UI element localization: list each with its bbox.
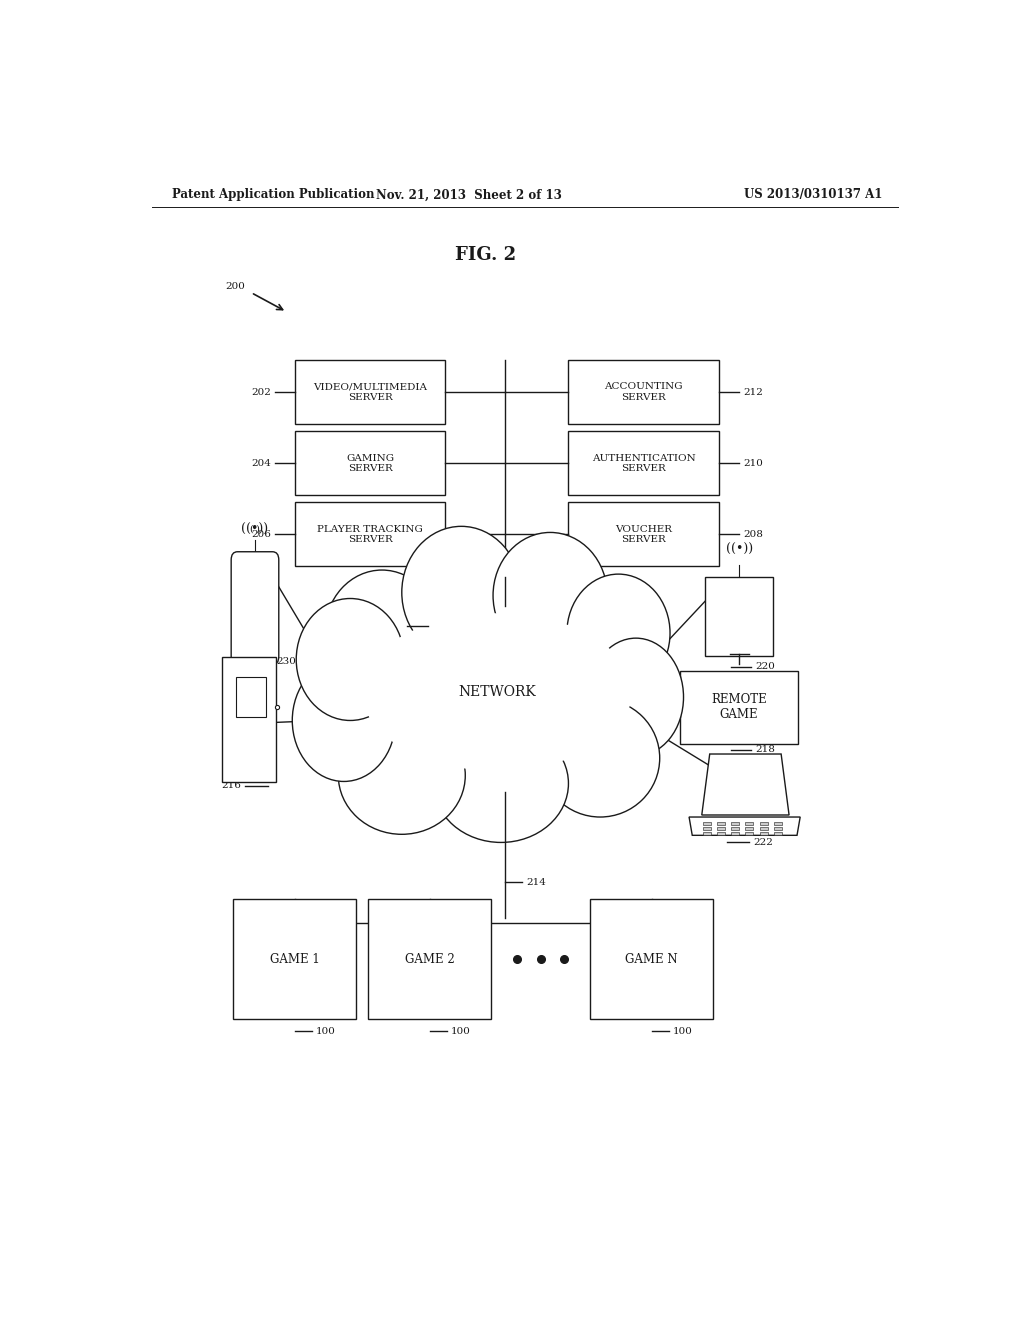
- FancyBboxPatch shape: [717, 833, 725, 836]
- Ellipse shape: [325, 570, 439, 696]
- Ellipse shape: [541, 700, 659, 817]
- Text: 224: 224: [384, 622, 403, 631]
- Text: US 2013/0310137 A1: US 2013/0310137 A1: [743, 189, 882, 202]
- Text: 216: 216: [221, 781, 241, 789]
- FancyBboxPatch shape: [702, 833, 711, 836]
- Text: 230: 230: [276, 657, 296, 667]
- Text: Patent Application Publication: Patent Application Publication: [172, 189, 374, 202]
- Text: VOUCHER
SERVER: VOUCHER SERVER: [615, 525, 673, 544]
- Ellipse shape: [348, 603, 650, 781]
- Text: REMOTE
GAME: REMOTE GAME: [712, 693, 767, 721]
- Text: ((•)): ((•)): [242, 523, 268, 536]
- FancyBboxPatch shape: [731, 828, 739, 830]
- FancyBboxPatch shape: [717, 828, 725, 830]
- Text: 218: 218: [755, 746, 775, 755]
- FancyBboxPatch shape: [702, 828, 711, 830]
- Text: (·): (·): [250, 525, 260, 533]
- Text: NETWORK: NETWORK: [458, 685, 536, 700]
- FancyBboxPatch shape: [774, 822, 782, 825]
- FancyBboxPatch shape: [295, 360, 445, 424]
- Ellipse shape: [494, 532, 607, 659]
- Polygon shape: [689, 817, 800, 836]
- FancyBboxPatch shape: [236, 677, 266, 718]
- FancyBboxPatch shape: [745, 822, 754, 825]
- Ellipse shape: [362, 614, 632, 771]
- FancyBboxPatch shape: [774, 833, 782, 836]
- Ellipse shape: [588, 638, 684, 756]
- Text: 206: 206: [251, 529, 270, 539]
- FancyBboxPatch shape: [717, 822, 725, 825]
- Text: FIG. 2: FIG. 2: [455, 246, 516, 264]
- Text: 208: 208: [743, 529, 763, 539]
- FancyBboxPatch shape: [295, 503, 445, 566]
- FancyBboxPatch shape: [745, 828, 754, 830]
- Text: ((•)): ((•)): [726, 544, 753, 556]
- Text: 100: 100: [316, 1027, 336, 1036]
- FancyBboxPatch shape: [760, 833, 768, 836]
- FancyBboxPatch shape: [222, 657, 276, 783]
- Ellipse shape: [338, 717, 465, 834]
- FancyBboxPatch shape: [702, 822, 711, 825]
- FancyBboxPatch shape: [760, 822, 768, 825]
- Text: 100: 100: [451, 1027, 471, 1036]
- Ellipse shape: [567, 574, 670, 692]
- FancyBboxPatch shape: [745, 833, 754, 836]
- FancyBboxPatch shape: [705, 577, 773, 656]
- Text: GAME 2: GAME 2: [404, 953, 455, 966]
- FancyBboxPatch shape: [231, 552, 279, 664]
- Text: GAME 1: GAME 1: [269, 953, 319, 966]
- Text: PLAYER TRACKING
SERVER: PLAYER TRACKING SERVER: [317, 525, 423, 544]
- FancyBboxPatch shape: [233, 899, 356, 1019]
- FancyBboxPatch shape: [568, 432, 719, 495]
- Text: ACCOUNTING
SERVER: ACCOUNTING SERVER: [604, 383, 683, 401]
- Text: VIDEO/MULTIMEDIA
SERVER: VIDEO/MULTIMEDIA SERVER: [313, 383, 427, 401]
- FancyBboxPatch shape: [731, 822, 739, 825]
- FancyBboxPatch shape: [568, 503, 719, 566]
- Ellipse shape: [433, 725, 568, 842]
- FancyBboxPatch shape: [760, 828, 768, 830]
- FancyBboxPatch shape: [680, 671, 798, 744]
- Text: 200: 200: [225, 282, 246, 290]
- Ellipse shape: [296, 598, 404, 721]
- FancyBboxPatch shape: [368, 899, 492, 1019]
- Text: AUTHENTICATION
SERVER: AUTHENTICATION SERVER: [592, 454, 695, 473]
- Text: 204: 204: [251, 459, 270, 467]
- FancyBboxPatch shape: [590, 899, 714, 1019]
- Text: 222: 222: [754, 838, 773, 847]
- Polygon shape: [701, 754, 790, 814]
- Text: GAMING
SERVER: GAMING SERVER: [346, 454, 394, 473]
- Text: 214: 214: [526, 552, 546, 561]
- FancyBboxPatch shape: [774, 828, 782, 830]
- FancyBboxPatch shape: [568, 360, 719, 424]
- Text: 100: 100: [673, 1027, 693, 1036]
- Text: 220: 220: [755, 663, 775, 671]
- Text: 210: 210: [743, 459, 763, 467]
- Text: 212: 212: [743, 388, 763, 397]
- Ellipse shape: [292, 660, 395, 781]
- FancyBboxPatch shape: [295, 432, 445, 495]
- FancyBboxPatch shape: [731, 833, 739, 836]
- Text: Nov. 21, 2013  Sheet 2 of 13: Nov. 21, 2013 Sheet 2 of 13: [376, 189, 562, 202]
- Ellipse shape: [401, 527, 521, 659]
- Text: 202: 202: [251, 388, 270, 397]
- Text: 214: 214: [526, 878, 546, 887]
- Text: GAME N: GAME N: [626, 953, 678, 966]
